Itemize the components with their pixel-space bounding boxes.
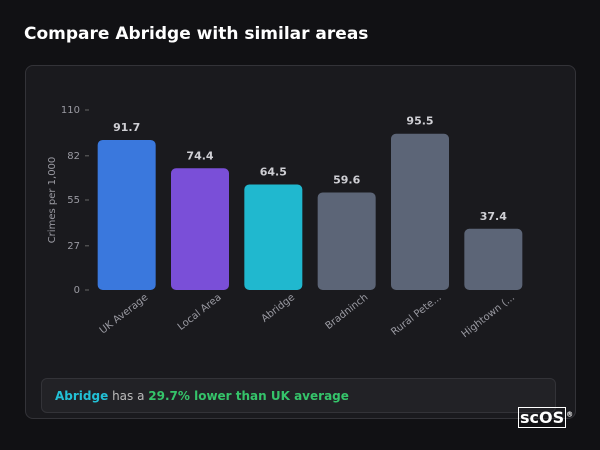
bar xyxy=(317,192,376,290)
summary-text: has a xyxy=(112,389,145,403)
bar xyxy=(391,133,449,290)
bar xyxy=(244,184,303,290)
value-label: 59.6 xyxy=(333,173,360,186)
y-tick-label: 0 xyxy=(74,285,80,296)
comparison: 29.7% lower than UK average xyxy=(148,389,349,403)
y-tick-label: 27 xyxy=(67,241,80,252)
bar xyxy=(171,168,229,290)
x-tick-label: Hightown (... xyxy=(460,292,517,340)
y-axis-label: Crimes per 1,000 xyxy=(47,157,58,244)
bar xyxy=(464,228,523,290)
logo: scOS ® xyxy=(518,407,574,428)
value-label: 64.5 xyxy=(260,165,287,178)
value-label: 95.5 xyxy=(406,115,433,128)
value-label: 74.4 xyxy=(186,149,213,162)
logo-mark: ® xyxy=(566,410,574,419)
x-tick-label: Abridge xyxy=(260,292,297,325)
logo-text: scOS xyxy=(518,407,567,428)
x-tick-label: Bradninch xyxy=(324,292,371,332)
x-tick-label: UK Average xyxy=(98,292,151,336)
y-tick-label: 110 xyxy=(61,105,80,116)
x-tick-label: Local Area xyxy=(176,292,224,333)
bar xyxy=(97,139,156,290)
value-label: 37.4 xyxy=(480,210,507,223)
x-tick-label: Rural Pete... xyxy=(389,292,443,338)
value-label: 91.7 xyxy=(113,121,140,134)
y-tick-label: 55 xyxy=(67,195,80,206)
area-name: Abridge xyxy=(55,389,109,403)
y-tick-label: 82 xyxy=(67,151,80,162)
summary: Abridge has a 29.7% lower than UK averag… xyxy=(41,378,556,413)
page-title: Compare Abridge with similar areas xyxy=(24,24,369,44)
